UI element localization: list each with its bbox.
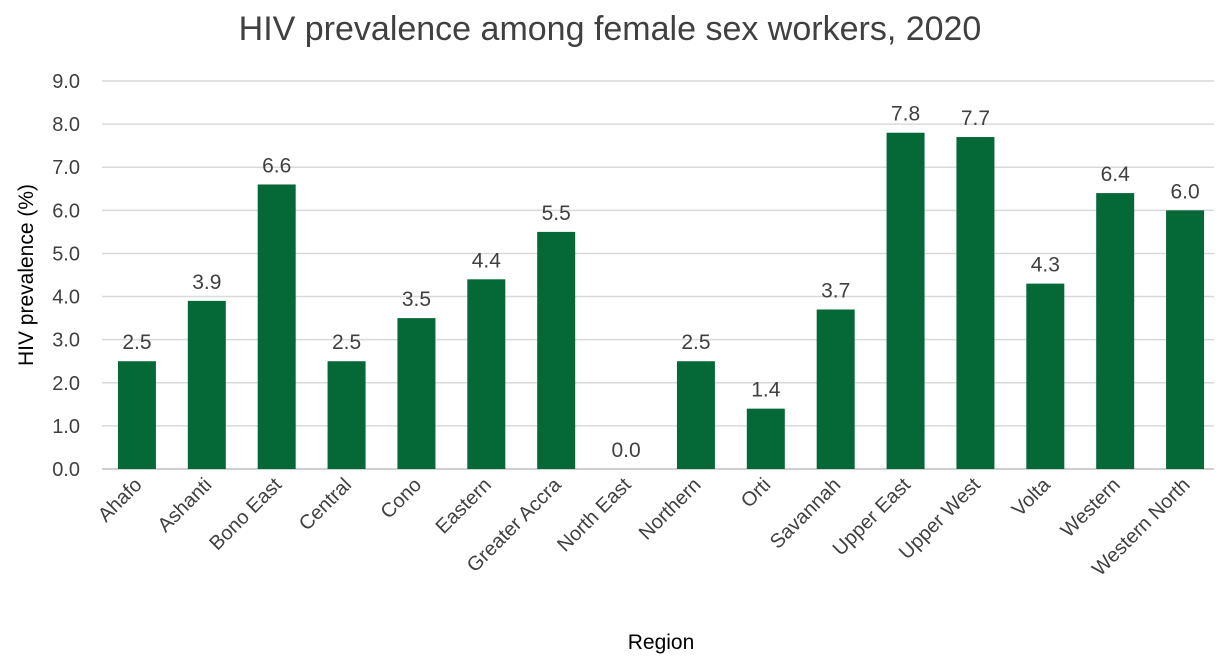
data-label: 2.5 — [122, 331, 151, 354]
data-labels: 2.5 3.9 6.6 2.5 3.5 4.4 5.5 0.0 2.5 1.4 3.7 7.8 7.7 4… — [122, 103, 1199, 462]
y-tick-label: 8.0 — [52, 114, 80, 136]
y-tick-label: 2.0 — [52, 373, 80, 395]
bar — [746, 408, 785, 469]
x-tick-label: Bono East — [205, 474, 286, 555]
y-tick-label: 1.0 — [52, 416, 80, 438]
data-label: 4.3 — [1031, 254, 1060, 277]
bar — [117, 361, 156, 469]
data-label: 7.8 — [891, 103, 920, 126]
data-label: 3.9 — [192, 271, 221, 294]
x-tick-label: North East — [553, 474, 636, 557]
x-tick-label: Northern — [635, 474, 706, 545]
bar — [257, 184, 296, 469]
y-tick-label: 4.0 — [52, 287, 80, 309]
bar — [467, 279, 506, 469]
data-label: 6.4 — [1101, 163, 1131, 186]
y-tick-label: 9.0 — [52, 71, 80, 93]
y-tick-label: 3.0 — [52, 330, 80, 352]
x-tick-label: Volta — [1008, 473, 1056, 521]
bar — [886, 132, 925, 469]
bar — [327, 361, 366, 469]
bar — [816, 309, 855, 469]
data-label: 2.5 — [681, 331, 710, 354]
data-label: 0.0 — [611, 439, 640, 462]
x-tick-label: Ashanti — [154, 474, 217, 537]
bar — [1026, 283, 1065, 469]
y-tick-label: 5.0 — [52, 243, 80, 265]
y-axis-label: HIV prevalence (%) — [15, 184, 38, 366]
data-label: 5.5 — [542, 202, 571, 225]
x-axis-label: Region — [628, 631, 695, 654]
x-tick-label: Orti — [737, 474, 775, 512]
x-tick-label: Eastern — [432, 474, 496, 538]
data-label: 1.4 — [751, 379, 781, 402]
data-label: 7.7 — [961, 107, 990, 130]
data-label: 3.5 — [402, 288, 431, 311]
x-tick-label: Western — [1057, 474, 1125, 542]
data-label: 3.7 — [821, 279, 850, 302]
bar — [537, 231, 576, 469]
data-label: 4.4 — [472, 249, 502, 272]
y-tick-label: 7.0 — [52, 157, 80, 179]
y-axis-ticks: 0.0 1.0 2.0 3.0 4.0 5.0 6.0 7.0 8.0 9.0 — [52, 71, 80, 481]
bar — [1096, 193, 1135, 470]
bars — [117, 132, 1205, 470]
chart-title: HIV prevalence among female sex workers,… — [239, 10, 982, 48]
y-tick-label: 0.0 — [52, 459, 80, 481]
bar — [397, 318, 436, 469]
y-tick-label: 6.0 — [52, 200, 80, 222]
bar — [1166, 210, 1205, 470]
bar — [956, 137, 995, 470]
data-label: 2.5 — [332, 331, 361, 354]
data-label: 6.0 — [1170, 180, 1199, 203]
bar — [187, 300, 226, 469]
bar — [676, 361, 715, 469]
x-tick-label: Ahafo — [94, 474, 147, 527]
x-tick-label: Cono — [377, 474, 426, 523]
x-tick-label: Central — [295, 474, 356, 535]
data-label: 6.6 — [262, 154, 291, 177]
